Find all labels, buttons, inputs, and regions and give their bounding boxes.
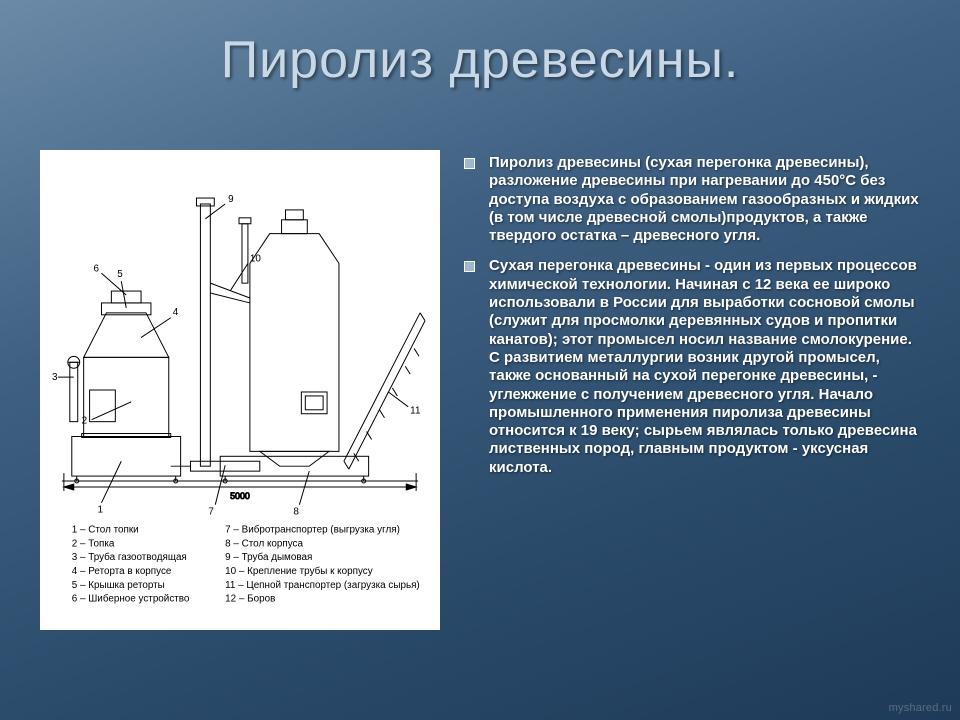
legend-l-3: 4 – Реторта в корпусе [72, 566, 172, 577]
callout-2: 2 [82, 416, 87, 427]
legend-r-2: 9 – Труба дымовая [225, 552, 312, 563]
bullet-list: Пиролиз древесины (сухая перегонка древе… [464, 150, 930, 690]
legend-l-5: 6 – Шиберное устройство [72, 594, 190, 605]
content-row: 5000 [40, 150, 930, 690]
callout-1: 1 [98, 505, 104, 516]
bullet-icon [464, 158, 475, 169]
callout-4: 4 [173, 307, 179, 318]
callout-8: 8 [293, 507, 299, 518]
legend-r-5: 12 – Боров [225, 594, 275, 605]
page-title: Пиролиз древесины. [0, 30, 960, 90]
legend-r-3: 10 – Крепление трубы к корпусу [225, 566, 373, 577]
watermark: myshared.ru [889, 702, 952, 714]
bullet-text: Пиролиз древесины (сухая перегонка древе… [489, 154, 924, 245]
legend-r-1: 8 – Стол корпуса [225, 538, 303, 549]
diagram-container: 5000 [40, 150, 440, 630]
callout-11: 11 [410, 406, 421, 417]
legend-l-4: 5 – Крышка реторты [72, 580, 165, 591]
list-item: Сухая перегонка древесины - один из перв… [464, 257, 924, 477]
list-item: Пиролиз древесины (сухая перегонка древе… [464, 154, 924, 245]
bullet-icon [464, 261, 475, 272]
legend-r-0: 7 – Вибротранспортер (выгрузка угля) [225, 524, 400, 535]
callout-5: 5 [117, 269, 123, 280]
legend-l-2: 3 – Труба газоотводящая [72, 552, 187, 563]
callout-6: 6 [94, 263, 100, 274]
legend-l-1: 2 – Топка [72, 538, 115, 549]
callout-7: 7 [208, 507, 214, 518]
legend-l-0: 1 – Стол топки [72, 524, 139, 535]
legend-r-4: 11 – Цепной транспортер (загрузка сырья) [225, 580, 420, 591]
bullet-text: Сухая перегонка древесины - один из перв… [489, 257, 924, 477]
dim-base: 5000 [230, 491, 250, 501]
callout-9: 9 [228, 194, 234, 205]
callout-3: 3 [52, 372, 58, 383]
callout-10: 10 [250, 253, 261, 264]
pyrolysis-diagram: 5000 [52, 162, 428, 618]
